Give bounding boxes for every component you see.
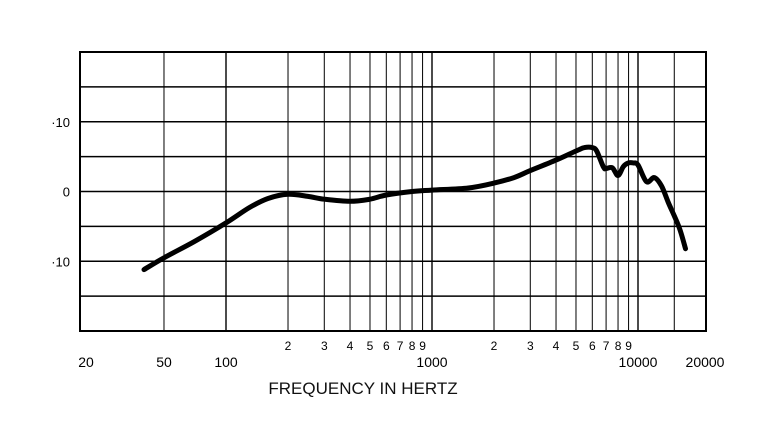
plot-frame: [79, 51, 707, 332]
x-minor-tick-label: 5: [367, 339, 374, 353]
y-tick-labels: ·10 0 ·10: [51, 115, 70, 270]
x-minor-tick-label: 9: [625, 339, 632, 353]
x-tick-label: 1000: [416, 354, 447, 370]
x-minor-tick-label: 2: [491, 339, 498, 353]
x-minor-tick-label: 3: [527, 339, 534, 353]
x-minor-tick-label: 4: [553, 339, 560, 353]
y-tick-label: ·10: [51, 254, 70, 269]
x-tick-label: 20000: [686, 354, 725, 370]
x-tick-label: 10000: [619, 354, 658, 370]
x-tick-label: 20: [78, 354, 94, 370]
y-tick-label: ·10: [51, 115, 70, 130]
x-minor-tick-label: 6: [383, 339, 390, 353]
x-minor-tick-label: 7: [397, 339, 404, 353]
x-minor-tick-label: 8: [409, 339, 416, 353]
x-minor-tick-label: 8: [615, 339, 622, 353]
x-minor-tick-label: 3: [321, 339, 328, 353]
x-minor-tick-label: 6: [589, 339, 596, 353]
x-minor-tick-label: 5: [573, 339, 580, 353]
x-tick-label: 50: [156, 354, 172, 370]
y-tick-label: 0: [63, 185, 70, 200]
x-minor-tick-label: 7: [603, 339, 610, 353]
x-axis-label: FREQUENCY IN HERTZ: [268, 379, 457, 398]
series-line: [141, 144, 688, 273]
x-minor-tick-label: 4: [347, 339, 354, 353]
x-minor-tick-label: 2: [285, 339, 292, 353]
x-tick-label: 100: [214, 354, 238, 370]
x-minor-tick-label: 9: [419, 339, 426, 353]
